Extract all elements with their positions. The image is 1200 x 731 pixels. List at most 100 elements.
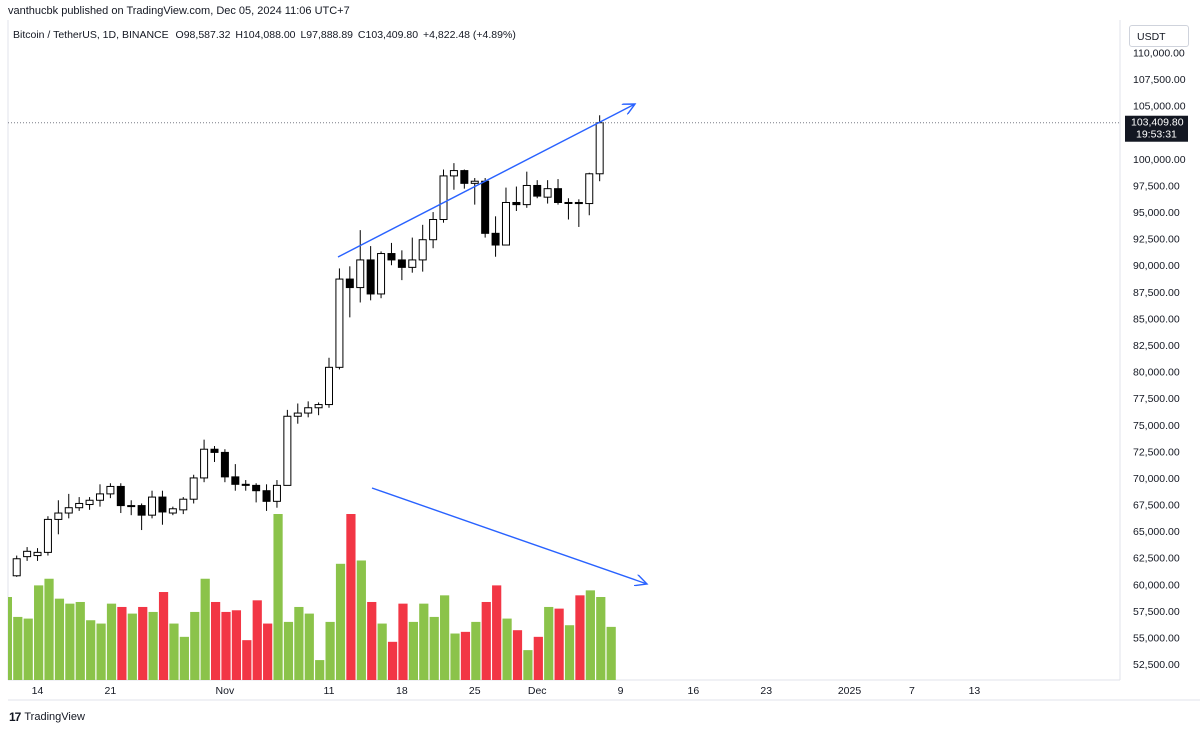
time-tick-label: 23 [760, 685, 772, 697]
close-label: C [357, 29, 366, 41]
candle [231, 464, 240, 491]
low-label: L [300, 29, 307, 41]
candle [54, 500, 63, 535]
candle [387, 242, 396, 266]
candle-body [481, 180, 490, 234]
price-tick-label: 97,500.00 [1133, 180, 1180, 192]
price-tick-label: 80,000.00 [1133, 367, 1180, 379]
candle-body [574, 201, 583, 205]
volume-bar [564, 625, 575, 680]
candle-body [564, 201, 573, 204]
tradingview-logo[interactable]: 17 TradingView [9, 710, 85, 724]
candle-body [439, 175, 448, 221]
price-tick-label: 100,000.00 [1133, 154, 1186, 166]
publisher-line: vanthucbk published on TradingView.com, … [8, 5, 350, 17]
volume-bar [512, 630, 523, 680]
volume-trend-arrow[interactable] [371, 487, 647, 584]
price-tick-label: 82,500.00 [1133, 340, 1180, 352]
price-tick-label: 65,000.00 [1133, 526, 1180, 538]
volume-bar [596, 597, 606, 680]
volume-bar [544, 606, 554, 680]
candle [168, 506, 177, 516]
candle [512, 186, 521, 211]
candle [23, 547, 32, 561]
volume-bar [533, 636, 543, 680]
price-tick-label: 72,500.00 [1133, 446, 1180, 458]
candle [470, 178, 479, 205]
volume-bar [179, 636, 189, 680]
tradingview-brand: TradingView [24, 711, 85, 723]
symbol-ohlc-line: Bitcoin / TetherUS, 1D, BINANCE O98,587.… [13, 29, 516, 41]
candle-body [418, 239, 427, 261]
candle-body [366, 259, 375, 295]
candle-body [137, 505, 146, 516]
candle-body [262, 490, 271, 502]
candle [127, 500, 136, 516]
candle-body [158, 496, 167, 513]
candle-body [54, 512, 63, 520]
volume-bar [263, 623, 273, 680]
volume-bar [523, 650, 533, 680]
volume-bar [231, 610, 242, 680]
volume-bar [200, 578, 210, 680]
candle [335, 268, 344, 370]
candle-body [377, 253, 386, 295]
volume-bar [502, 618, 512, 680]
volume-bar [585, 590, 595, 680]
candle-body [408, 259, 417, 268]
candle [95, 484, 104, 507]
volume-bar [377, 623, 387, 680]
candle [75, 497, 84, 511]
volume-bar [221, 611, 231, 680]
candle-body [314, 404, 323, 409]
price-tick-label: 75,000.00 [1133, 420, 1180, 432]
candle [85, 497, 94, 510]
price-tick-label: 70,000.00 [1133, 473, 1180, 485]
volume-bar [75, 601, 85, 680]
price-trend-arrow[interactable] [337, 104, 635, 258]
candle [241, 480, 250, 491]
candle-body [168, 508, 177, 514]
price-tick-label: 87,500.00 [1133, 287, 1180, 299]
candle-body [200, 448, 209, 479]
volume-bars [8, 514, 616, 680]
volume-bar [117, 606, 127, 680]
candle-body [397, 259, 406, 268]
price-tick-label: 57,500.00 [1133, 606, 1180, 618]
volume-bar [575, 595, 585, 680]
candle-body [220, 451, 229, 478]
high-value: 104,088.00 [242, 29, 296, 41]
volume-bar [242, 640, 252, 680]
time-tick-label: Nov [216, 685, 235, 697]
candle-body [585, 173, 594, 205]
time-tick-label: 18 [396, 685, 408, 697]
volume-bar [429, 616, 439, 680]
candle-body [106, 485, 115, 495]
candle-body [75, 502, 84, 509]
candle-body [543, 188, 552, 198]
volume-bar [346, 514, 356, 680]
time-tick-label: 14 [32, 685, 44, 697]
candle [595, 115, 604, 182]
candle-body [304, 407, 313, 414]
currency-selector[interactable]: USDT [1129, 25, 1189, 47]
time-tick-label: 16 [688, 685, 700, 697]
candle-body [127, 505, 136, 508]
volume-bar [138, 606, 148, 680]
candle-body [116, 485, 125, 507]
time-tick-label: Dec [528, 685, 547, 697]
candle-body [501, 201, 510, 246]
last-price-value: 103,409.80 [1131, 117, 1184, 129]
candle [106, 483, 115, 499]
candle-body [231, 476, 240, 485]
volume-bar [96, 623, 106, 680]
volume-bar [304, 613, 314, 680]
candle [460, 169, 469, 189]
volume-bar [387, 641, 398, 680]
volume-bar [606, 626, 616, 680]
candle [564, 198, 573, 220]
candle [43, 516, 52, 556]
candle-body [252, 484, 261, 492]
volume-bar [252, 600, 262, 680]
